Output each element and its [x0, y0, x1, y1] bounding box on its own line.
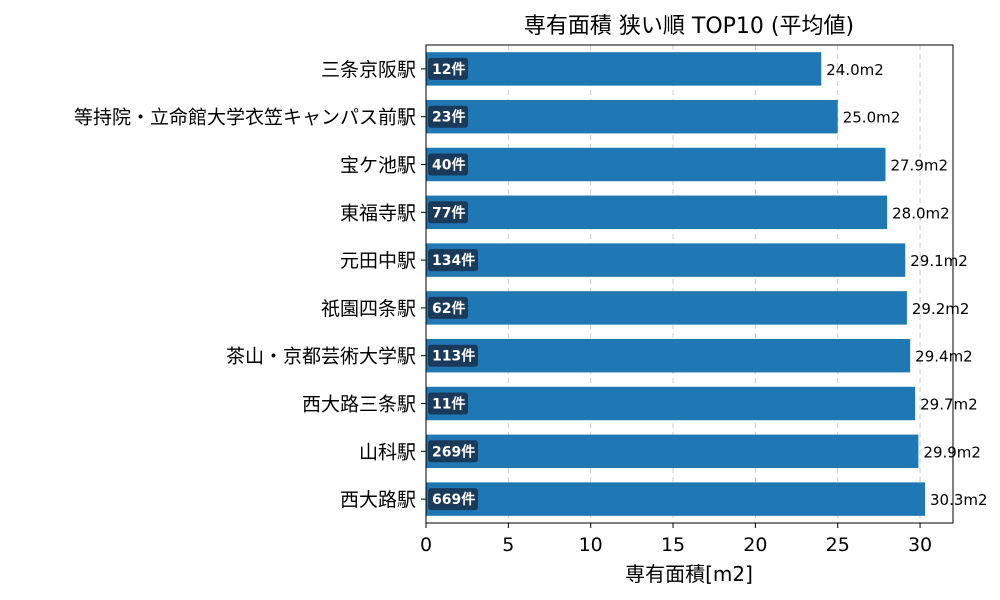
value-label: 27.9m2 [890, 157, 948, 175]
count-label: 23件 [432, 109, 465, 126]
count-badge [428, 105, 468, 128]
count-label: 11件 [432, 396, 465, 413]
count-label: 269件 [432, 443, 475, 460]
bar [426, 386, 916, 421]
count-label: 134件 [432, 252, 475, 269]
bar [426, 243, 906, 277]
bar [426, 195, 888, 230]
y-tick-label: 元田中駅 [340, 250, 416, 272]
x-tick-label: 5 [502, 534, 514, 556]
count-badge [428, 344, 478, 367]
y-tick-label: 山科駅 [359, 441, 416, 463]
bar [426, 147, 886, 182]
count-label: 669件 [432, 491, 475, 508]
bar [426, 482, 926, 516]
value-label: 29.9m2 [923, 443, 981, 461]
count-label: 77件 [432, 204, 465, 221]
x-tick-label: 30 [908, 534, 932, 556]
count-badge [428, 201, 468, 224]
count-label: 40件 [432, 157, 465, 174]
count-badge [428, 249, 478, 272]
bars [426, 52, 926, 516]
bar [426, 434, 919, 469]
value-label: 30.3m2 [930, 491, 988, 509]
x-tick-label: 10 [579, 534, 603, 556]
y-tick-label: 祇園四条駅 [321, 298, 416, 320]
count-badge [428, 440, 478, 463]
x-tick-label: 25 [826, 534, 850, 556]
x-tick-label: 20 [743, 534, 767, 556]
x-axis-label: 専有面積[m2] [625, 562, 753, 586]
y-tick-label: 宝ケ池駅 [340, 155, 416, 177]
y-tick-label: 東福寺駅 [340, 202, 416, 224]
count-label: 113件 [432, 348, 475, 365]
y-tick-label: 三条京阪駅 [321, 59, 416, 81]
value-label: 29.2m2 [912, 300, 970, 318]
count-label: 12件 [432, 61, 465, 78]
y-tick-label: 西大路三条駅 [302, 394, 416, 416]
x-tick-label: 0 [420, 534, 432, 556]
count-badge [428, 153, 468, 176]
bar [426, 99, 838, 134]
y-tick-label: 茶山・京都芸術大学駅 [226, 346, 416, 368]
bar [426, 52, 822, 86]
value-label: 24.0m2 [826, 61, 884, 79]
value-label: 29.1m2 [910, 252, 968, 270]
bar [426, 291, 907, 325]
value-label: 29.4m2 [915, 348, 973, 366]
y-tick-label: 等持院・立命館大学衣笠キャンパス前駅 [74, 107, 416, 129]
bar [426, 338, 911, 373]
count-badge [428, 296, 468, 319]
count-badge [428, 488, 478, 511]
count-badge [428, 392, 468, 415]
count-label: 62件 [432, 300, 465, 317]
x-tick-label: 15 [661, 534, 685, 556]
x-axis-ticks: 0 5 10 15 20 25 30 [420, 523, 932, 556]
plot-area-frame [425, 44, 954, 524]
value-label: 29.7m2 [920, 396, 978, 414]
count-badge [428, 57, 468, 80]
y-tick-label: 西大路駅 [340, 489, 416, 511]
value-label: 25.0m2 [843, 109, 901, 127]
chart-title: 専有面積 狭い順 TOP10 (平均値) [524, 14, 854, 39]
value-label: 28.0m2 [892, 204, 950, 222]
